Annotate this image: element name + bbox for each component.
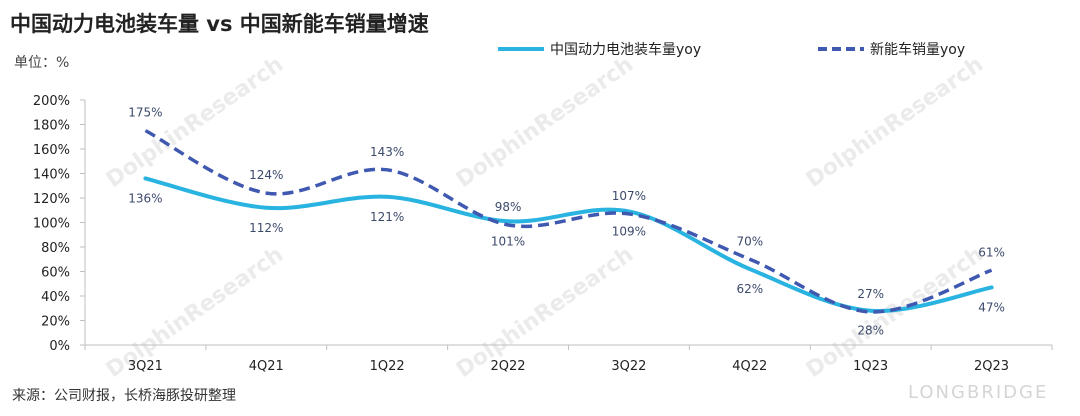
data-label-nev: 124% (249, 168, 283, 182)
data-label-nev: 107% (612, 189, 646, 203)
x-tick-label: 3Q21 (128, 359, 163, 374)
data-label-nev: 175% (128, 106, 162, 120)
brand-logo: LONGBRIDGE (908, 382, 1049, 403)
legend-label-nev: 新能车销量yoy (870, 42, 966, 58)
y-tick-label: 160% (33, 143, 70, 158)
data-label-nev: 27% (857, 287, 884, 301)
y-tick-label: 40% (41, 290, 70, 305)
source-note: 来源：公司财报，长桥海豚投研整理 (12, 388, 236, 404)
data-label-battery: 62% (736, 282, 763, 296)
y-tick-label: 60% (41, 266, 70, 281)
data-label-nev: 70% (736, 234, 763, 248)
x-tick-label: 4Q21 (249, 359, 284, 374)
y-tick-label: 100% (33, 217, 70, 232)
y-tick-label: 0% (49, 339, 70, 354)
legend-swatch-battery (498, 47, 544, 51)
data-label-battery: 112% (249, 221, 283, 235)
x-tick-label: 1Q23 (853, 359, 888, 374)
data-label-nev: 98% (495, 200, 522, 214)
legend-battery: 中国动力电池装车量yoy (498, 38, 701, 60)
x-tick-label: 2Q22 (491, 359, 526, 374)
x-tick-label: 3Q22 (611, 359, 646, 374)
data-label-battery: 28% (857, 324, 884, 338)
data-label-battery: 136% (128, 191, 162, 205)
data-label-battery: 47% (978, 300, 1005, 314)
data-label-nev: 143% (370, 145, 404, 159)
legend-swatch-nev (818, 47, 864, 51)
y-tick-label: 200% (33, 94, 70, 109)
y-tick-label: 120% (33, 192, 70, 207)
legend-nev: 新能车销量yoy (818, 38, 965, 60)
chart-title: 中国动力电池装车量 vs 中国新能车销量增速 (10, 12, 429, 36)
y-tick-label: 140% (33, 168, 70, 183)
data-label-battery: 101% (491, 234, 525, 248)
series-line-nev (144, 129, 993, 314)
data-label-battery: 121% (370, 210, 404, 224)
unit-label: 单位：% (14, 55, 70, 71)
y-tick-label: 80% (41, 241, 70, 256)
x-tick-label: 2Q23 (974, 359, 1009, 374)
data-label-battery: 109% (612, 224, 646, 238)
x-tick-label: 1Q22 (370, 359, 405, 374)
legend-label-battery: 中国动力电池装车量yoy (550, 42, 702, 58)
y-tick-label: 20% (41, 315, 70, 330)
y-tick-label: 180% (33, 119, 70, 134)
x-tick-label: 4Q22 (732, 359, 767, 374)
data-label-nev: 61% (978, 245, 1005, 259)
